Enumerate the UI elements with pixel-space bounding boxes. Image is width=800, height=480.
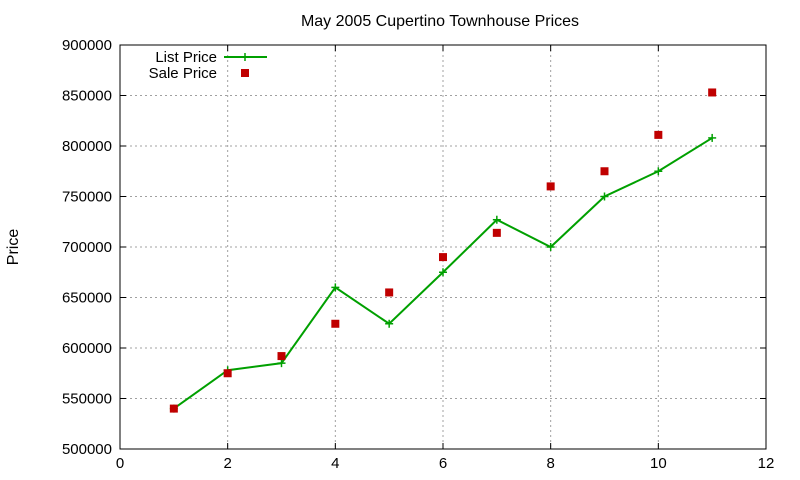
sale-price-point (385, 288, 394, 297)
sale-price-point (492, 228, 501, 237)
y-tick-label: 700000 (62, 239, 112, 256)
x-tick-label: 0 (116, 455, 124, 472)
y-axis-label: Price (5, 229, 22, 266)
sale-price-point (600, 167, 609, 176)
sale-price-point (169, 404, 178, 413)
series-layer (169, 88, 717, 413)
sale-price-point (654, 130, 663, 139)
list-price-point (546, 243, 555, 251)
sale-price-point (439, 253, 447, 262)
x-tick-label: 6 (439, 455, 447, 472)
list-price-point (277, 359, 286, 368)
y-tick-label: 850000 (62, 88, 112, 105)
list-price-point (331, 283, 340, 292)
x-tick-label: 2 (223, 455, 231, 472)
grid (120, 45, 766, 449)
sale-price-point (277, 352, 286, 361)
x-tick-label: 12 (758, 455, 775, 472)
list-price-point (385, 319, 394, 328)
sale-price-point (223, 369, 232, 378)
sale-price-point (708, 88, 717, 97)
y-tick-label: 600000 (62, 340, 112, 357)
x-tick-label: 10 (650, 455, 667, 472)
list-price-point (708, 133, 717, 142)
y-tick-label: 550000 (62, 391, 112, 408)
legend-label: List Price (155, 49, 217, 66)
plot-frame (119, 44, 767, 450)
list-price-point (439, 268, 447, 277)
sale-price-point (546, 182, 555, 191)
axes: 500000 550000 600000 650000 700000 750000 8000… (62, 37, 774, 472)
y-tick-label: 500000 (62, 441, 112, 458)
y-tick-label: 750000 (62, 189, 112, 206)
legend-cross-swatch (241, 53, 249, 61)
list-price-point (654, 167, 663, 176)
list-price-point (600, 192, 609, 201)
sale-price-point (331, 319, 340, 328)
y-tick-label: 900000 (62, 37, 112, 54)
chart-title: May 2005 Cupertino Townhouse Prices (301, 13, 579, 30)
y-tick-label: 800000 (62, 138, 112, 155)
legend-square-swatch (241, 69, 249, 77)
x-tick-label: 4 (331, 455, 339, 472)
y-tick-label: 650000 (62, 290, 112, 307)
list-price-point (492, 215, 501, 224)
legend-label: Sale Price (149, 65, 217, 82)
x-tick-label: 8 (546, 455, 554, 472)
